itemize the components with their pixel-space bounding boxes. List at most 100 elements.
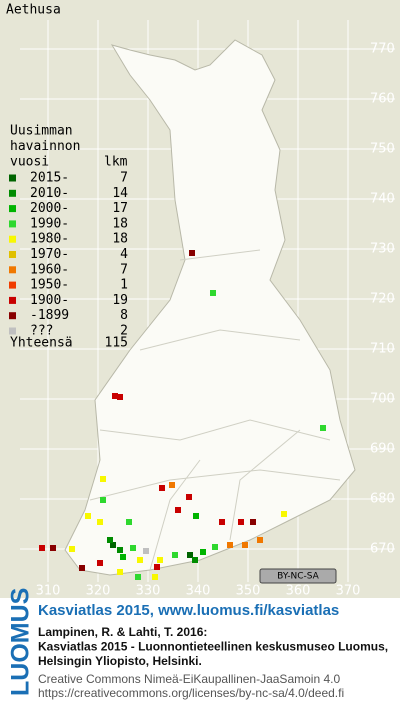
x-tick-label: 360 bbox=[286, 584, 311, 599]
y-tick-label: 740 bbox=[370, 192, 395, 207]
observation bbox=[100, 476, 106, 482]
site-link[interactable]: Kasviatlas 2015, www.luomus.fi/kasviatla… bbox=[38, 602, 339, 619]
license-badge bbox=[259, 568, 337, 584]
observation bbox=[157, 557, 163, 563]
observation bbox=[187, 552, 193, 558]
observation bbox=[200, 549, 206, 555]
x-tick-label: 320 bbox=[86, 584, 111, 599]
observation bbox=[192, 557, 198, 563]
total-count: 115 bbox=[105, 336, 128, 351]
y-tick-label: 700 bbox=[370, 392, 395, 407]
observation bbox=[250, 519, 256, 525]
legend-label: 1980- bbox=[30, 232, 69, 247]
observation bbox=[154, 564, 160, 570]
observation bbox=[117, 569, 123, 575]
legend-swatch bbox=[9, 205, 16, 213]
observation bbox=[126, 519, 132, 525]
legend-swatch bbox=[9, 174, 16, 182]
license: Creative Commons Nimeä-EiKaupallinen-Jaa… bbox=[38, 672, 340, 686]
finland-outline bbox=[64, 39, 356, 576]
observation bbox=[189, 250, 195, 256]
y-tick-label: 720 bbox=[370, 292, 395, 307]
x-tick-label: 370 bbox=[336, 584, 361, 599]
observation bbox=[242, 542, 248, 548]
citation: Helsingin Yliopisto, Helsinki. bbox=[38, 654, 202, 668]
y-tick-label: 670 bbox=[370, 542, 395, 557]
observation bbox=[79, 565, 85, 571]
x-tick-label: 330 bbox=[136, 584, 161, 599]
observation bbox=[117, 394, 123, 400]
legend-swatch bbox=[9, 189, 16, 197]
legend-header: havainnon bbox=[10, 139, 80, 154]
legend-count: 14 bbox=[112, 186, 128, 201]
legend-count: 4 bbox=[120, 247, 128, 262]
legend-label: 1900- bbox=[30, 293, 69, 308]
observation bbox=[159, 485, 165, 491]
observation bbox=[120, 554, 126, 560]
observation bbox=[219, 519, 225, 525]
observation bbox=[117, 547, 123, 553]
legend-swatch bbox=[9, 220, 16, 228]
y-tick-label: 760 bbox=[370, 92, 395, 107]
observation bbox=[85, 513, 91, 519]
observation bbox=[175, 507, 181, 513]
observation bbox=[110, 542, 116, 548]
x-tick-label: 350 bbox=[236, 584, 261, 599]
legend-count: 1 bbox=[120, 278, 128, 293]
legend-swatch bbox=[9, 251, 16, 258]
legend-label: ??? bbox=[30, 324, 53, 339]
observation bbox=[169, 482, 175, 488]
observation bbox=[69, 546, 75, 552]
observation bbox=[135, 574, 141, 580]
legend-count: 8 bbox=[120, 308, 128, 323]
legend-label: -1899 bbox=[30, 308, 69, 323]
observation bbox=[112, 393, 118, 399]
legend-header: Uusimman bbox=[10, 124, 73, 139]
legend-count: 18 bbox=[112, 232, 128, 247]
y-tick-label: 710 bbox=[370, 342, 395, 357]
legend-label: 2000- bbox=[30, 201, 69, 216]
citation: Lampinen, R. & Lahti, T. 2016: bbox=[38, 625, 207, 639]
observation bbox=[39, 545, 45, 551]
observation bbox=[97, 560, 103, 566]
legend-label: 2010- bbox=[30, 186, 69, 201]
observation bbox=[152, 574, 158, 580]
observation bbox=[257, 537, 263, 543]
legend-count-header: lkm bbox=[104, 155, 128, 170]
observation bbox=[130, 545, 136, 551]
legend-label: 1950- bbox=[30, 278, 69, 293]
observation bbox=[143, 548, 149, 554]
footer bbox=[0, 598, 400, 702]
total-label: Yhteensä bbox=[10, 336, 73, 351]
observation bbox=[210, 290, 216, 296]
legend-label: 2015- bbox=[30, 171, 69, 186]
legend-count: 7 bbox=[120, 262, 128, 277]
y-tick-label: 690 bbox=[370, 442, 395, 457]
observation bbox=[212, 544, 218, 550]
y-tick-label: 730 bbox=[370, 242, 395, 257]
observation bbox=[172, 552, 178, 558]
license-badge-text: BY-NC-SA bbox=[277, 572, 320, 582]
legend-swatch bbox=[9, 296, 16, 304]
license: https://creativecommons.org/licenses/by-… bbox=[38, 686, 344, 700]
legend-count: 17 bbox=[112, 201, 128, 216]
legend-label: 1960- bbox=[30, 262, 69, 277]
observation bbox=[320, 425, 326, 431]
legend-swatch bbox=[9, 312, 16, 320]
observation bbox=[97, 519, 103, 525]
observation bbox=[238, 519, 244, 525]
x-tick-label: 340 bbox=[186, 584, 211, 599]
y-tick-label: 750 bbox=[370, 142, 395, 157]
map-title: Aethusa bbox=[6, 3, 61, 18]
legend-swatch bbox=[9, 235, 16, 243]
legend-header: vuosi bbox=[10, 155, 49, 170]
y-tick-label: 770 bbox=[370, 42, 395, 57]
observation bbox=[281, 511, 287, 517]
observation bbox=[193, 513, 199, 519]
brand: LUOMUS bbox=[7, 588, 35, 696]
x-tick-label: 310 bbox=[36, 584, 61, 599]
legend-count: 19 bbox=[112, 293, 128, 308]
legend-count: 2 bbox=[120, 324, 128, 339]
observation bbox=[227, 542, 233, 548]
